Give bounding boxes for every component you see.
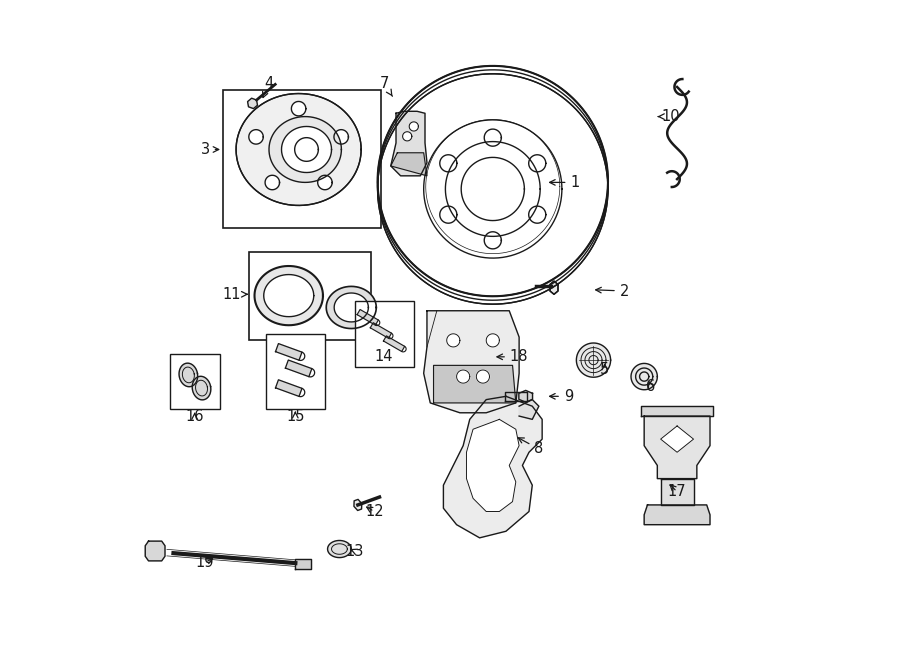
Polygon shape: [641, 407, 714, 416]
Text: 18: 18: [497, 349, 528, 364]
Polygon shape: [318, 175, 332, 190]
Polygon shape: [391, 153, 427, 176]
Text: 6: 6: [646, 379, 655, 394]
Polygon shape: [410, 122, 418, 131]
Text: 7: 7: [380, 76, 392, 97]
Text: 11: 11: [222, 287, 248, 302]
Polygon shape: [334, 293, 368, 322]
Polygon shape: [285, 360, 311, 377]
Polygon shape: [440, 155, 457, 172]
Text: 19: 19: [196, 555, 214, 570]
Polygon shape: [661, 426, 694, 452]
Polygon shape: [456, 370, 470, 383]
Polygon shape: [282, 126, 331, 173]
Polygon shape: [519, 400, 539, 419]
Polygon shape: [484, 129, 501, 146]
Bar: [223, 91, 381, 229]
Polygon shape: [248, 130, 264, 144]
Text: 17: 17: [668, 485, 687, 499]
Polygon shape: [528, 206, 545, 223]
Text: 12: 12: [365, 504, 383, 519]
Polygon shape: [255, 266, 323, 325]
Polygon shape: [354, 500, 362, 510]
Polygon shape: [264, 274, 314, 317]
Polygon shape: [266, 175, 280, 190]
Polygon shape: [269, 116, 341, 182]
Polygon shape: [275, 344, 302, 360]
Polygon shape: [644, 416, 710, 479]
Polygon shape: [461, 157, 525, 221]
Polygon shape: [391, 111, 427, 176]
Text: 5: 5: [600, 362, 609, 377]
Polygon shape: [378, 74, 608, 304]
Polygon shape: [476, 370, 490, 383]
Text: 9: 9: [550, 389, 573, 404]
Polygon shape: [484, 232, 501, 249]
Bar: [249, 252, 371, 340]
Polygon shape: [357, 309, 378, 325]
Text: 10: 10: [658, 109, 680, 124]
Polygon shape: [402, 132, 412, 141]
Polygon shape: [446, 334, 460, 347]
Polygon shape: [576, 343, 610, 377]
Polygon shape: [292, 101, 306, 116]
Text: 13: 13: [346, 543, 364, 559]
Bar: [355, 301, 414, 367]
Bar: [170, 354, 220, 409]
Text: 4: 4: [263, 76, 274, 98]
Polygon shape: [275, 380, 302, 397]
Polygon shape: [550, 281, 558, 294]
Polygon shape: [434, 366, 516, 403]
Polygon shape: [193, 376, 211, 400]
Polygon shape: [644, 505, 710, 525]
Polygon shape: [631, 364, 657, 390]
Polygon shape: [486, 334, 500, 347]
Text: 3: 3: [201, 142, 219, 157]
Polygon shape: [295, 559, 311, 569]
Polygon shape: [466, 419, 519, 512]
Polygon shape: [334, 130, 348, 144]
Polygon shape: [519, 391, 533, 403]
Polygon shape: [248, 98, 257, 108]
Polygon shape: [327, 286, 376, 329]
Polygon shape: [440, 206, 457, 223]
Polygon shape: [528, 155, 545, 172]
Text: 15: 15: [286, 408, 304, 424]
Polygon shape: [424, 311, 519, 412]
Polygon shape: [370, 323, 392, 338]
Polygon shape: [446, 141, 540, 237]
Bar: [266, 334, 325, 409]
Polygon shape: [179, 363, 198, 387]
Text: 16: 16: [185, 408, 204, 424]
Text: 2: 2: [596, 284, 629, 299]
Polygon shape: [294, 137, 319, 161]
Text: 1: 1: [550, 175, 580, 190]
Polygon shape: [145, 541, 165, 561]
Polygon shape: [236, 94, 361, 206]
Text: 8: 8: [518, 438, 544, 457]
Polygon shape: [424, 120, 562, 258]
Polygon shape: [661, 479, 694, 505]
Polygon shape: [328, 541, 351, 558]
Text: 14: 14: [375, 349, 393, 364]
Polygon shape: [383, 336, 405, 352]
Polygon shape: [505, 392, 526, 401]
Polygon shape: [444, 397, 542, 538]
